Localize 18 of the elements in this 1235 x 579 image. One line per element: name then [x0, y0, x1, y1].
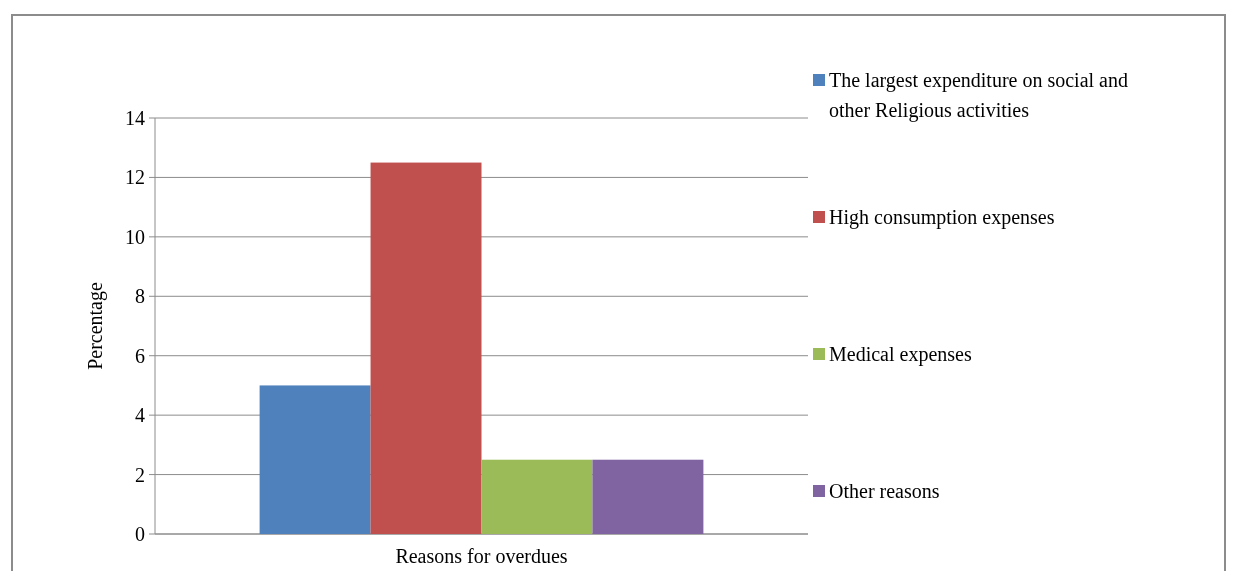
y-tick-label: 4 [135, 404, 145, 427]
legend-label: Other reasons [829, 480, 940, 502]
legend-label: The largest expenditure on social and other Religious activities [829, 69, 1128, 122]
x-tick-label: Reasons for overdues [395, 545, 568, 567]
legend-label: Medical expenses [829, 343, 972, 366]
y-tick-label: 6 [135, 344, 145, 367]
y-axis-title: Percentage [84, 282, 107, 370]
y-tick-label: 2 [135, 463, 145, 486]
bar [259, 385, 371, 534]
y-tick-label: 0 [135, 523, 145, 545]
y-tick-label: 14 [125, 107, 145, 129]
bar [592, 459, 704, 534]
y-tick-label: 10 [125, 225, 145, 248]
bar [370, 162, 482, 534]
y-tick-label: 8 [135, 285, 145, 308]
bar [481, 459, 593, 534]
y-tick-label: 12 [125, 166, 145, 189]
legend-label: High consumption expenses [829, 206, 1055, 229]
